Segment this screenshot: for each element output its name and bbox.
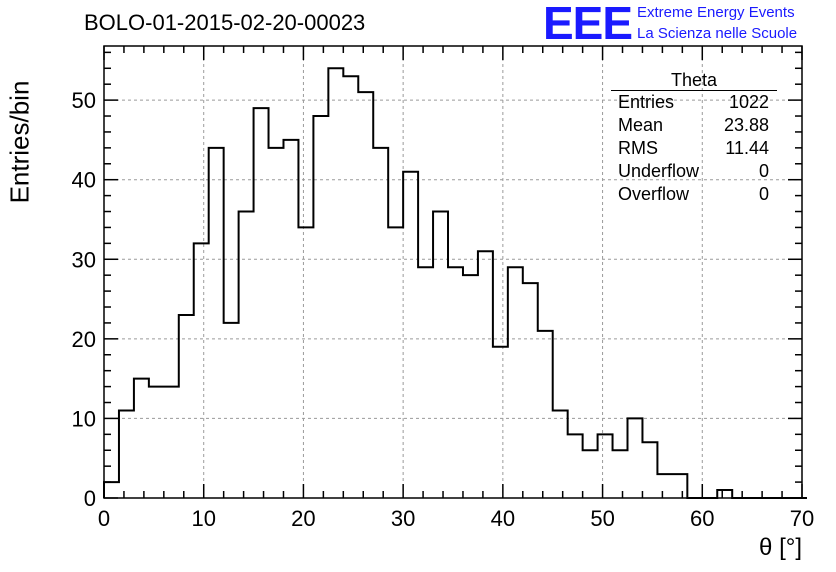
stats-title: Theta bbox=[611, 70, 777, 91]
histogram-bin bbox=[269, 148, 284, 498]
x-tick-label: 40 bbox=[491, 506, 515, 531]
grid-lines bbox=[104, 46, 802, 498]
histogram-bin bbox=[657, 474, 672, 498]
histogram-bin bbox=[598, 434, 613, 498]
histogram-bin bbox=[628, 418, 643, 498]
histogram-bin bbox=[164, 387, 179, 498]
histogram-bin bbox=[194, 243, 209, 498]
histogram-bin bbox=[538, 331, 553, 498]
histogram-bin bbox=[358, 92, 373, 498]
x-tick-label: 70 bbox=[790, 506, 814, 531]
histogram-bin bbox=[224, 323, 239, 498]
stats-row-entries: Entries 1022 bbox=[611, 91, 777, 114]
histogram-bin bbox=[613, 450, 628, 498]
histogram-bin bbox=[568, 434, 583, 498]
stats-box: Theta Entries 1022 Mean 23.88 RMS 11.44 … bbox=[611, 70, 777, 206]
histogram-bin bbox=[343, 76, 358, 498]
logo-subtitle-line2: La Scienza nelle Scuole bbox=[637, 25, 798, 42]
tick-labels: 0 10 20 30 40 50 60 70 0 10 20 30 40 50 bbox=[72, 88, 815, 531]
y-axis-label: Entries/bin bbox=[4, 80, 35, 204]
stats-row-overflow: Overflow 0 bbox=[611, 183, 777, 206]
stats-label: Entries bbox=[618, 92, 675, 112]
stats-label: RMS bbox=[618, 138, 658, 158]
histogram-series bbox=[103, 67, 807, 499]
y-tick-label: 10 bbox=[72, 406, 96, 431]
stats-row-mean: Mean 23.88 bbox=[611, 114, 777, 137]
histogram-bin bbox=[403, 172, 418, 498]
plot-frame bbox=[103, 45, 803, 499]
stats-row-rms: RMS 11.44 bbox=[611, 137, 777, 160]
histogram-outline bbox=[103, 67, 807, 499]
x-tick-label: 60 bbox=[690, 506, 714, 531]
x-tick-label: 10 bbox=[191, 506, 215, 531]
y-tick-label: 20 bbox=[72, 327, 96, 352]
histogram-bin bbox=[283, 140, 298, 498]
x-tick-label: 50 bbox=[590, 506, 614, 531]
x-tick-label: 0 bbox=[98, 506, 110, 531]
stats-value: 23.88 bbox=[723, 115, 769, 135]
stats-label: Overflow bbox=[618, 184, 690, 204]
histogram-bin bbox=[448, 267, 463, 498]
histogram-bin bbox=[149, 387, 164, 498]
axis-ticks bbox=[103, 46, 803, 499]
y-tick-label: 40 bbox=[72, 168, 96, 193]
histogram-bin bbox=[478, 251, 493, 498]
x-tick-label: 20 bbox=[291, 506, 315, 531]
y-axis-label-wrap: Entries/bin bbox=[5, 81, 35, 204]
histogram-bin bbox=[493, 347, 508, 498]
histogram-bin bbox=[254, 108, 269, 498]
histogram-bin bbox=[104, 482, 119, 498]
histogram-bin bbox=[239, 212, 254, 498]
histogram-bin bbox=[119, 410, 134, 498]
histogram-bin bbox=[583, 450, 598, 498]
eee-logo: EEE bbox=[543, 0, 633, 49]
stats-row-underflow: Underflow 0 bbox=[611, 160, 777, 183]
histogram-bin bbox=[672, 474, 687, 498]
histogram-bin bbox=[209, 148, 224, 498]
histogram-bin bbox=[134, 379, 149, 498]
stats-value: 11.44 bbox=[725, 138, 769, 158]
logo-subtitle-line1: Extreme Energy Events bbox=[637, 4, 795, 21]
histogram-bin bbox=[313, 116, 328, 498]
histogram-bin bbox=[642, 442, 657, 498]
histogram-bin bbox=[463, 275, 478, 498]
histogram-bin bbox=[418, 267, 433, 498]
histogram-bin bbox=[373, 148, 388, 498]
histogram-bin bbox=[553, 410, 568, 498]
histogram-bin bbox=[508, 267, 523, 498]
histogram-bin bbox=[298, 227, 313, 498]
histogram-bin bbox=[523, 283, 538, 498]
stats-label: Mean bbox=[618, 115, 664, 135]
stats-value: 0 bbox=[758, 184, 769, 204]
x-axis-label: θ [°] bbox=[759, 534, 802, 561]
x-tick-label: 30 bbox=[391, 506, 415, 531]
y-tick-label: 50 bbox=[72, 88, 96, 113]
stats-label: Underflow bbox=[618, 161, 700, 181]
stats-value: 0 bbox=[758, 161, 769, 181]
y-tick-label: 30 bbox=[72, 247, 96, 272]
histogram-bin bbox=[328, 68, 343, 498]
run-title: BOLO-01-2015-02-20-00023 bbox=[84, 10, 366, 35]
histogram-bin bbox=[179, 315, 194, 498]
histogram-bin bbox=[717, 490, 732, 498]
axes-frame bbox=[103, 45, 803, 499]
histogram-bin bbox=[433, 212, 448, 498]
histogram-bin bbox=[388, 227, 403, 498]
stats-value: 1022 bbox=[728, 92, 769, 112]
y-tick-label: 0 bbox=[84, 486, 96, 511]
